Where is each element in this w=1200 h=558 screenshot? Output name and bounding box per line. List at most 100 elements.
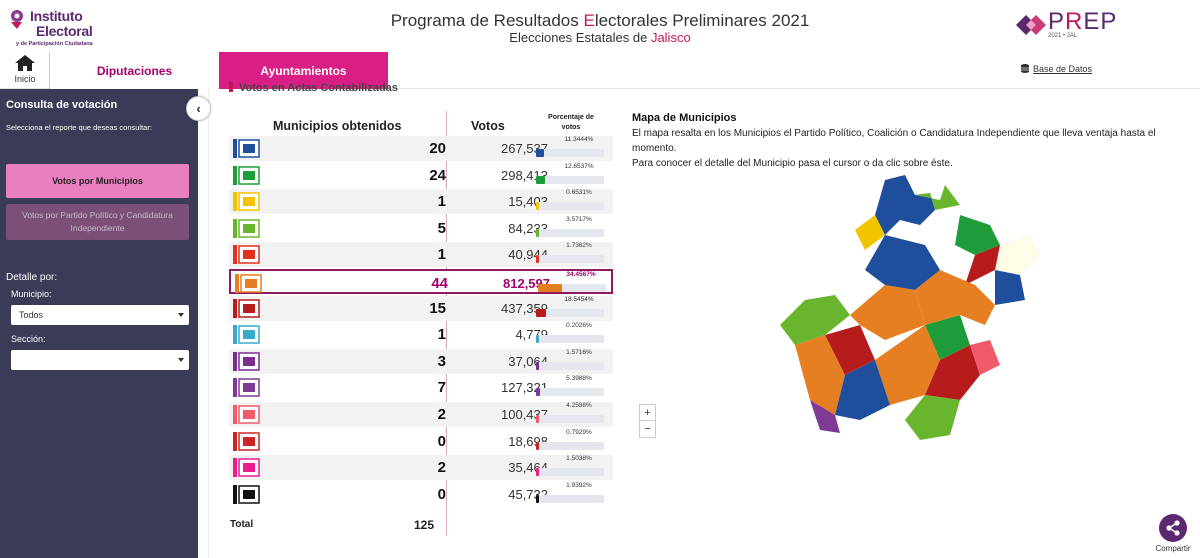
votos-value: 4,779 — [515, 327, 548, 343]
logo-text-line3: y de Participación Ciudadana — [16, 41, 93, 47]
table-row[interactable]: 3 37,064 1.5716% — [229, 348, 613, 374]
municipios-value: 2 — [437, 406, 446, 423]
table-row[interactable]: 44 812,597 34.4567% — [229, 269, 613, 294]
table-row[interactable]: 0 18,698 0.7929% — [229, 429, 613, 454]
page-title: Programa de Resultados Electorales Preli… — [390, 11, 810, 30]
municipios-value: 5 — [437, 219, 446, 237]
map-region-ne-3[interactable] — [965, 245, 1000, 285]
map-region-coast[interactable] — [810, 400, 840, 433]
party-logo — [233, 192, 261, 212]
municipios-value: 2 — [437, 459, 446, 477]
party-logo — [233, 405, 261, 424]
votos-value: 267,537 — [501, 141, 548, 156]
porcentaje-bar-fill — [536, 494, 539, 503]
municipio-select[interactable]: Todos — [11, 305, 189, 325]
section-title: Votos en Actas Contabilizadas — [229, 82, 398, 92]
map-region-west[interactable] — [780, 295, 850, 345]
porcentaje-value: 0.6531% — [566, 189, 592, 197]
porcentaje-value: 3.5717% — [566, 215, 592, 223]
table-row[interactable]: 1 15,403 0.6531% — [229, 189, 613, 215]
logo-text-line1: Instituto — [30, 8, 83, 24]
map-zoom-control: + − — [639, 404, 656, 438]
map-region-center-3[interactable] — [925, 315, 970, 360]
map-region-south[interactable] — [875, 325, 940, 405]
porcentaje-bar — [536, 228, 604, 237]
map-region-north[interactable] — [875, 175, 935, 235]
municipios-value: 0 — [437, 485, 446, 503]
votos-value: 45,732 — [508, 486, 548, 502]
map-region-east[interactable] — [915, 270, 995, 325]
table-row[interactable]: 2 100,437 4.2588% — [229, 402, 613, 427]
map-region-ne[interactable] — [955, 215, 1000, 255]
porcentaje-bar — [536, 149, 604, 157]
porcentaje-value: 12.6537% — [564, 162, 594, 170]
porcentaje-bar-fill — [536, 441, 539, 450]
porcentaje-value: 34.4567% — [566, 271, 596, 278]
chevron-left-icon: ‹ — [196, 101, 201, 116]
municipios-map[interactable] — [765, 175, 1055, 445]
database-icon — [1021, 64, 1029, 73]
votos-value: 84,233 — [508, 220, 548, 236]
tab-diputaciones[interactable]: Diputaciones — [51, 52, 218, 89]
zoom-out-button[interactable]: − — [644, 423, 651, 435]
map-region-center[interactable] — [850, 285, 925, 340]
map-region-far-south[interactable] — [905, 395, 960, 440]
porcentaje-bar — [536, 335, 604, 344]
seccion-label: Sección: — [11, 334, 46, 344]
base-datos-link[interactable]: Base de Datos — [1021, 64, 1092, 74]
map-region-north-3[interactable] — [915, 185, 960, 210]
map-region-center-2[interactable] — [865, 235, 940, 290]
home-button[interactable]: Inicio — [0, 52, 50, 89]
sidebar-heading: Consulta de votación — [6, 99, 118, 111]
prep-logo-year: 2021 • JAL — [1048, 33, 1078, 39]
votos-por-partido-button[interactable]: Votos por Partido Político y Candidatura… — [6, 204, 189, 240]
map-region-south-2[interactable] — [925, 345, 980, 400]
map-region-sw-2[interactable] — [825, 325, 875, 375]
table-row[interactable]: 20 267,537 11.3444% — [229, 136, 613, 161]
sidebar-subheading: Selecciona el reporte que deseas consult… — [6, 123, 152, 132]
table-row[interactable]: 7 127,321 5.3988% — [229, 375, 613, 400]
municipio-select-value: Todos — [19, 310, 44, 320]
party-logo — [235, 274, 263, 293]
porcentaje-bar-fill — [536, 149, 544, 157]
party-logo — [233, 484, 261, 504]
map-region-east-2[interactable] — [995, 270, 1025, 305]
porcentaje-value: 0.2026% — [566, 322, 592, 330]
porcentaje-value: 18.5454% — [564, 295, 594, 303]
map-region-north-2[interactable] — [855, 215, 885, 250]
collapse-sidebar-button[interactable]: ‹ — [186, 96, 211, 121]
table-row[interactable]: 0 45,732 1.9392% — [229, 482, 613, 507]
share-button[interactable]: Compartir — [1150, 512, 1196, 556]
municipios-value: 7 — [437, 379, 446, 397]
map-description: El mapa resalta en los Municipios el Par… — [632, 128, 1156, 169]
map-region-se[interactable] — [970, 340, 1000, 375]
map-region-sw[interactable] — [795, 335, 845, 415]
header: Instituto Electoral y de Participación C… — [0, 0, 1200, 52]
porcentaje-bar-fill — [536, 175, 545, 184]
table-row[interactable]: 15 437,359 18.5454% — [229, 295, 613, 321]
porcentaje-value: 5.3988% — [566, 375, 592, 383]
porcentaje-value: 1.5716% — [566, 348, 592, 356]
prep-logo: PREP 2021 • JAL — [1016, 8, 1126, 44]
votos-value: 100,437 — [501, 407, 548, 422]
detalle-por-label: Detalle por: — [6, 272, 58, 283]
party-logo — [233, 165, 261, 185]
iepc-logo[interactable]: Instituto Electoral y de Participación C… — [8, 6, 93, 47]
tab-ayuntamientos[interactable]: Ayuntamientos — [219, 52, 388, 89]
map-region-ne-2[interactable] — [995, 235, 1040, 275]
table-row[interactable]: 1 4,779 0.2026% — [229, 322, 613, 347]
seccion-select[interactable] — [11, 350, 189, 370]
votos-por-municipios-button[interactable]: Votos por Municipios — [6, 164, 189, 198]
zoom-in-button[interactable]: + — [640, 405, 655, 421]
map-region-south-3[interactable] — [835, 360, 890, 420]
votos-value: 127,321 — [501, 380, 548, 396]
table-row[interactable]: 2 35,464 1.5038% — [229, 455, 613, 481]
porcentaje-value: 0.7929% — [566, 428, 592, 436]
party-logo — [233, 245, 261, 265]
page-subtitle: Elecciones Estatales de Jalisco — [509, 30, 691, 45]
votos-value: 812,597 — [503, 276, 550, 291]
table-row[interactable]: 5 84,233 3.5717% — [229, 216, 613, 241]
porcentaje-bar-fill — [536, 335, 539, 344]
table-row[interactable]: 24 298,413 12.6537% — [229, 163, 613, 188]
table-row[interactable]: 1 40,944 1.7362% — [229, 242, 613, 268]
